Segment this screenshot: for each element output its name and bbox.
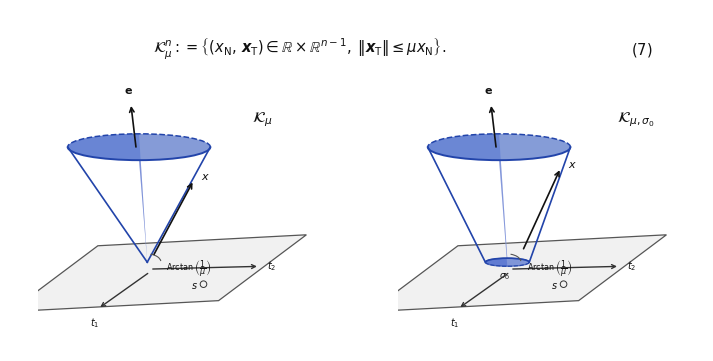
Text: $t_2$: $t_2$ [627,260,636,273]
Text: $s$: $s$ [551,280,558,291]
Text: $t_1$: $t_1$ [451,316,460,330]
Text: $\mathcal{K}_\mu^n := \left\{(x_{\mathrm{N}},\,\boldsymbol{x}_{\mathrm{T}}) \in : $\mathcal{K}_\mu^n := \left\{(x_{\mathrm… [153,37,446,62]
Polygon shape [68,134,210,160]
Polygon shape [139,134,210,262]
Polygon shape [370,235,667,312]
Text: $x$: $x$ [201,172,210,182]
Text: Arctan $\left(\dfrac{1}{\mu}\right)$: Arctan $\left(\dfrac{1}{\mu}\right)$ [526,259,573,279]
Text: Arctan $\left(\dfrac{1}{\mu}\right)$: Arctan $\left(\dfrac{1}{\mu}\right)$ [166,259,212,279]
Text: $\mathcal{K}_{\mu,\sigma_0}$: $\mathcal{K}_{\mu,\sigma_0}$ [617,110,655,129]
Text: $(7)$: $(7)$ [631,41,652,58]
Text: $s$: $s$ [191,280,198,291]
Ellipse shape [486,258,529,266]
Polygon shape [428,134,508,266]
Polygon shape [499,134,570,266]
Text: $\mathbf{e}$: $\mathbf{e}$ [483,86,493,96]
Text: $x$: $x$ [568,160,577,170]
Text: $\mathbf{e}$: $\mathbf{e}$ [123,86,133,96]
Text: $\mathcal{K}_\mu$: $\mathcal{K}_\mu$ [252,110,273,129]
Polygon shape [428,134,570,160]
Text: $\sigma_0$: $\sigma_0$ [499,272,511,282]
Polygon shape [10,235,307,312]
Text: $t_2$: $t_2$ [267,260,276,273]
Text: $t_1$: $t_1$ [91,316,100,330]
Polygon shape [68,134,148,262]
